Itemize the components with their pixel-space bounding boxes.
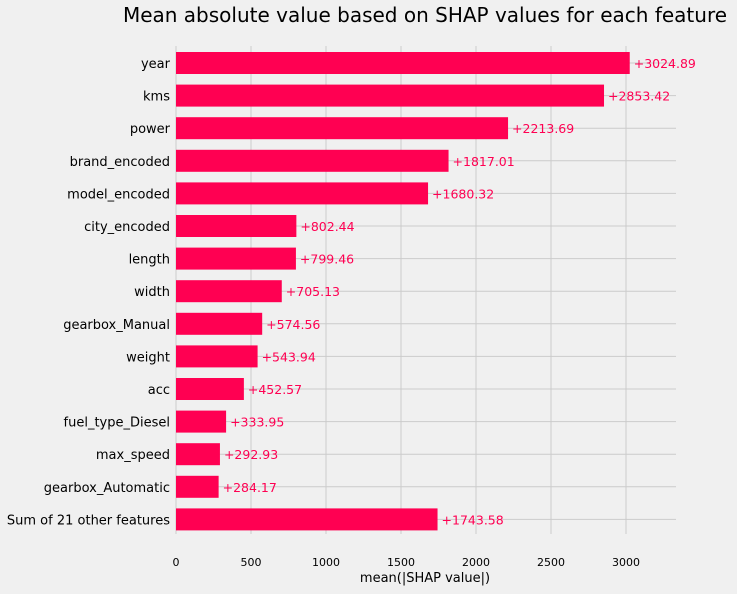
bar bbox=[176, 475, 219, 498]
value-label: +1680.32 bbox=[432, 186, 494, 201]
bar bbox=[176, 378, 244, 400]
category-label: year bbox=[141, 57, 171, 72]
x-tick-label: 0 bbox=[173, 556, 180, 569]
value-label: +802.44 bbox=[300, 219, 354, 234]
bar bbox=[176, 410, 227, 433]
category-label: max_speed bbox=[96, 448, 170, 463]
value-label: +574.56 bbox=[266, 317, 320, 332]
x-tick-label: 1500 bbox=[387, 556, 415, 569]
x-tick-label: 3000 bbox=[612, 556, 640, 569]
category-label: acc bbox=[148, 383, 170, 398]
value-label: +2853.42 bbox=[608, 89, 670, 104]
category-label: fuel_type_Diesel bbox=[64, 416, 170, 431]
x-tick-label: 1000 bbox=[312, 556, 340, 569]
value-label: +452.57 bbox=[248, 382, 302, 397]
value-label: +1817.01 bbox=[453, 154, 515, 169]
bars-layer bbox=[176, 52, 630, 531]
x-tick-label: 2000 bbox=[462, 556, 490, 569]
category-label: gearbox_Manual bbox=[63, 318, 170, 333]
bar bbox=[176, 280, 282, 303]
category-label: gearbox_Automatic bbox=[44, 481, 170, 496]
bar bbox=[176, 443, 220, 466]
bar bbox=[176, 312, 263, 335]
category-label: city_encoded bbox=[84, 220, 170, 235]
bar bbox=[176, 117, 509, 140]
value-label: +292.93 bbox=[224, 447, 278, 462]
chart-title: Mean absolute value based on SHAP values… bbox=[123, 3, 727, 27]
bar bbox=[176, 247, 296, 270]
value-label: +284.17 bbox=[223, 480, 277, 495]
bar bbox=[176, 215, 297, 237]
x-tick-label: 2500 bbox=[537, 556, 565, 569]
bar bbox=[176, 345, 258, 368]
category-label: Sum of 21 other features bbox=[7, 513, 170, 528]
value-label: +799.46 bbox=[300, 252, 354, 267]
bar bbox=[176, 84, 605, 107]
category-label: length bbox=[129, 253, 170, 268]
x-axis-label: mean(|SHAP value|) bbox=[360, 571, 490, 586]
labels-layer: year +3024.89 kms +2853.42 power +2213.69 bran… bbox=[7, 56, 696, 528]
bar bbox=[176, 149, 449, 172]
bar bbox=[176, 52, 630, 74]
category-label: kms bbox=[143, 90, 170, 105]
value-label: +3024.89 bbox=[634, 56, 696, 71]
category-label: weight bbox=[126, 350, 170, 365]
category-label: width bbox=[134, 285, 170, 300]
category-label: model_encoded bbox=[67, 187, 170, 202]
value-label: +333.95 bbox=[230, 415, 284, 430]
bar bbox=[176, 508, 438, 531]
category-label: brand_encoded bbox=[70, 155, 170, 170]
category-label: power bbox=[130, 122, 171, 137]
bar bbox=[176, 182, 429, 205]
ticks-layer: 0 500 1000 1500 2000 2500 3000 bbox=[173, 556, 641, 569]
value-label: +705.13 bbox=[286, 284, 340, 299]
x-tick-label: 500 bbox=[241, 556, 262, 569]
value-label: +1743.58 bbox=[442, 512, 504, 527]
value-label: +543.94 bbox=[262, 349, 316, 364]
value-label: +2213.69 bbox=[512, 121, 574, 136]
